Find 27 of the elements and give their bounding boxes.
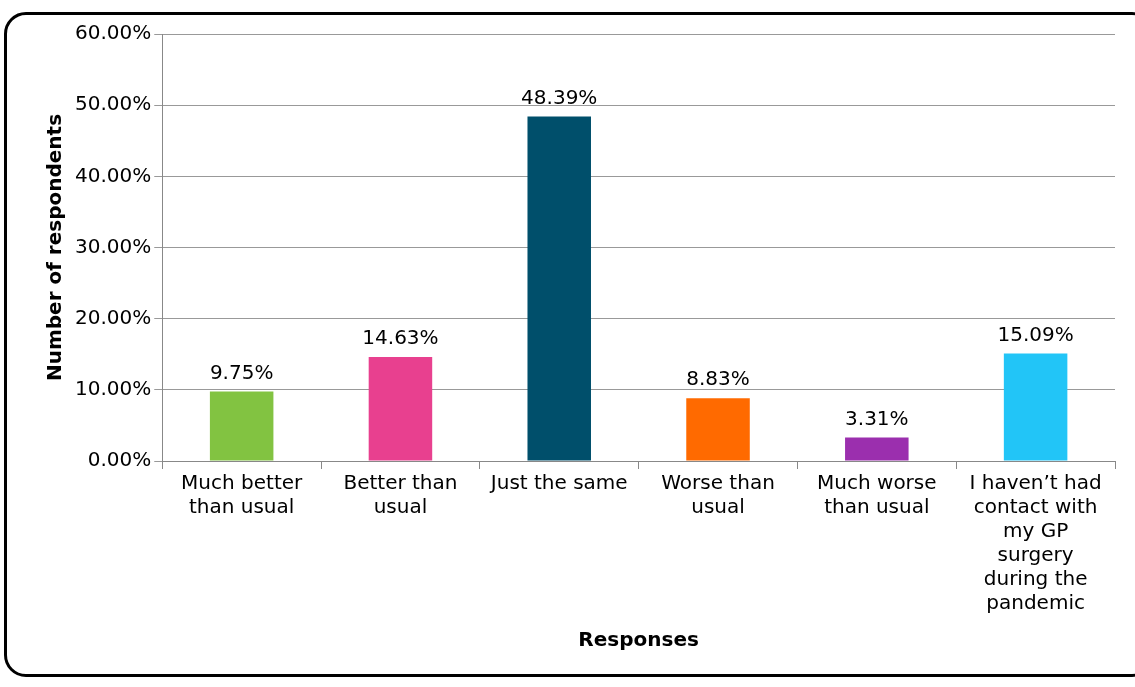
data-label: 15.09% bbox=[997, 321, 1074, 346]
x-tick-label: I haven’t had contact with my GP surgery during the pandemic bbox=[969, 470, 1102, 615]
y-tick-label: 0.00% bbox=[87, 447, 152, 472]
y-tick-label: 20.00% bbox=[74, 304, 152, 329]
data-label: 8.83% bbox=[686, 366, 750, 391]
bar bbox=[368, 356, 433, 461]
y-tick-label: 50.00% bbox=[74, 91, 152, 116]
y-axis-title: Number of respondents bbox=[42, 113, 67, 382]
bar bbox=[845, 437, 909, 461]
bar bbox=[686, 398, 750, 461]
data-label: 14.63% bbox=[362, 325, 439, 350]
x-tick-label: Just the same bbox=[488, 470, 628, 495]
y-tick-label: 30.00% bbox=[74, 233, 152, 258]
y-tick-label: 60.00% bbox=[74, 20, 152, 45]
y-tick-label: 40.00% bbox=[74, 162, 152, 187]
x-tick-label: Much worse than usual bbox=[817, 470, 937, 519]
bar bbox=[527, 116, 591, 461]
y-tick-label: 10.00% bbox=[74, 376, 152, 401]
x-tick-label: Better than usual bbox=[343, 470, 458, 519]
data-label: 3.31% bbox=[845, 405, 909, 430]
bar bbox=[209, 391, 274, 461]
x-tick-label: Worse than usual bbox=[661, 470, 775, 519]
x-axis-title: Responses bbox=[578, 627, 699, 652]
data-label: 48.39% bbox=[521, 84, 598, 109]
bar bbox=[1003, 353, 1068, 461]
x-tick-label: Much better than usual bbox=[181, 470, 304, 519]
data-label: 9.75% bbox=[209, 359, 274, 384]
